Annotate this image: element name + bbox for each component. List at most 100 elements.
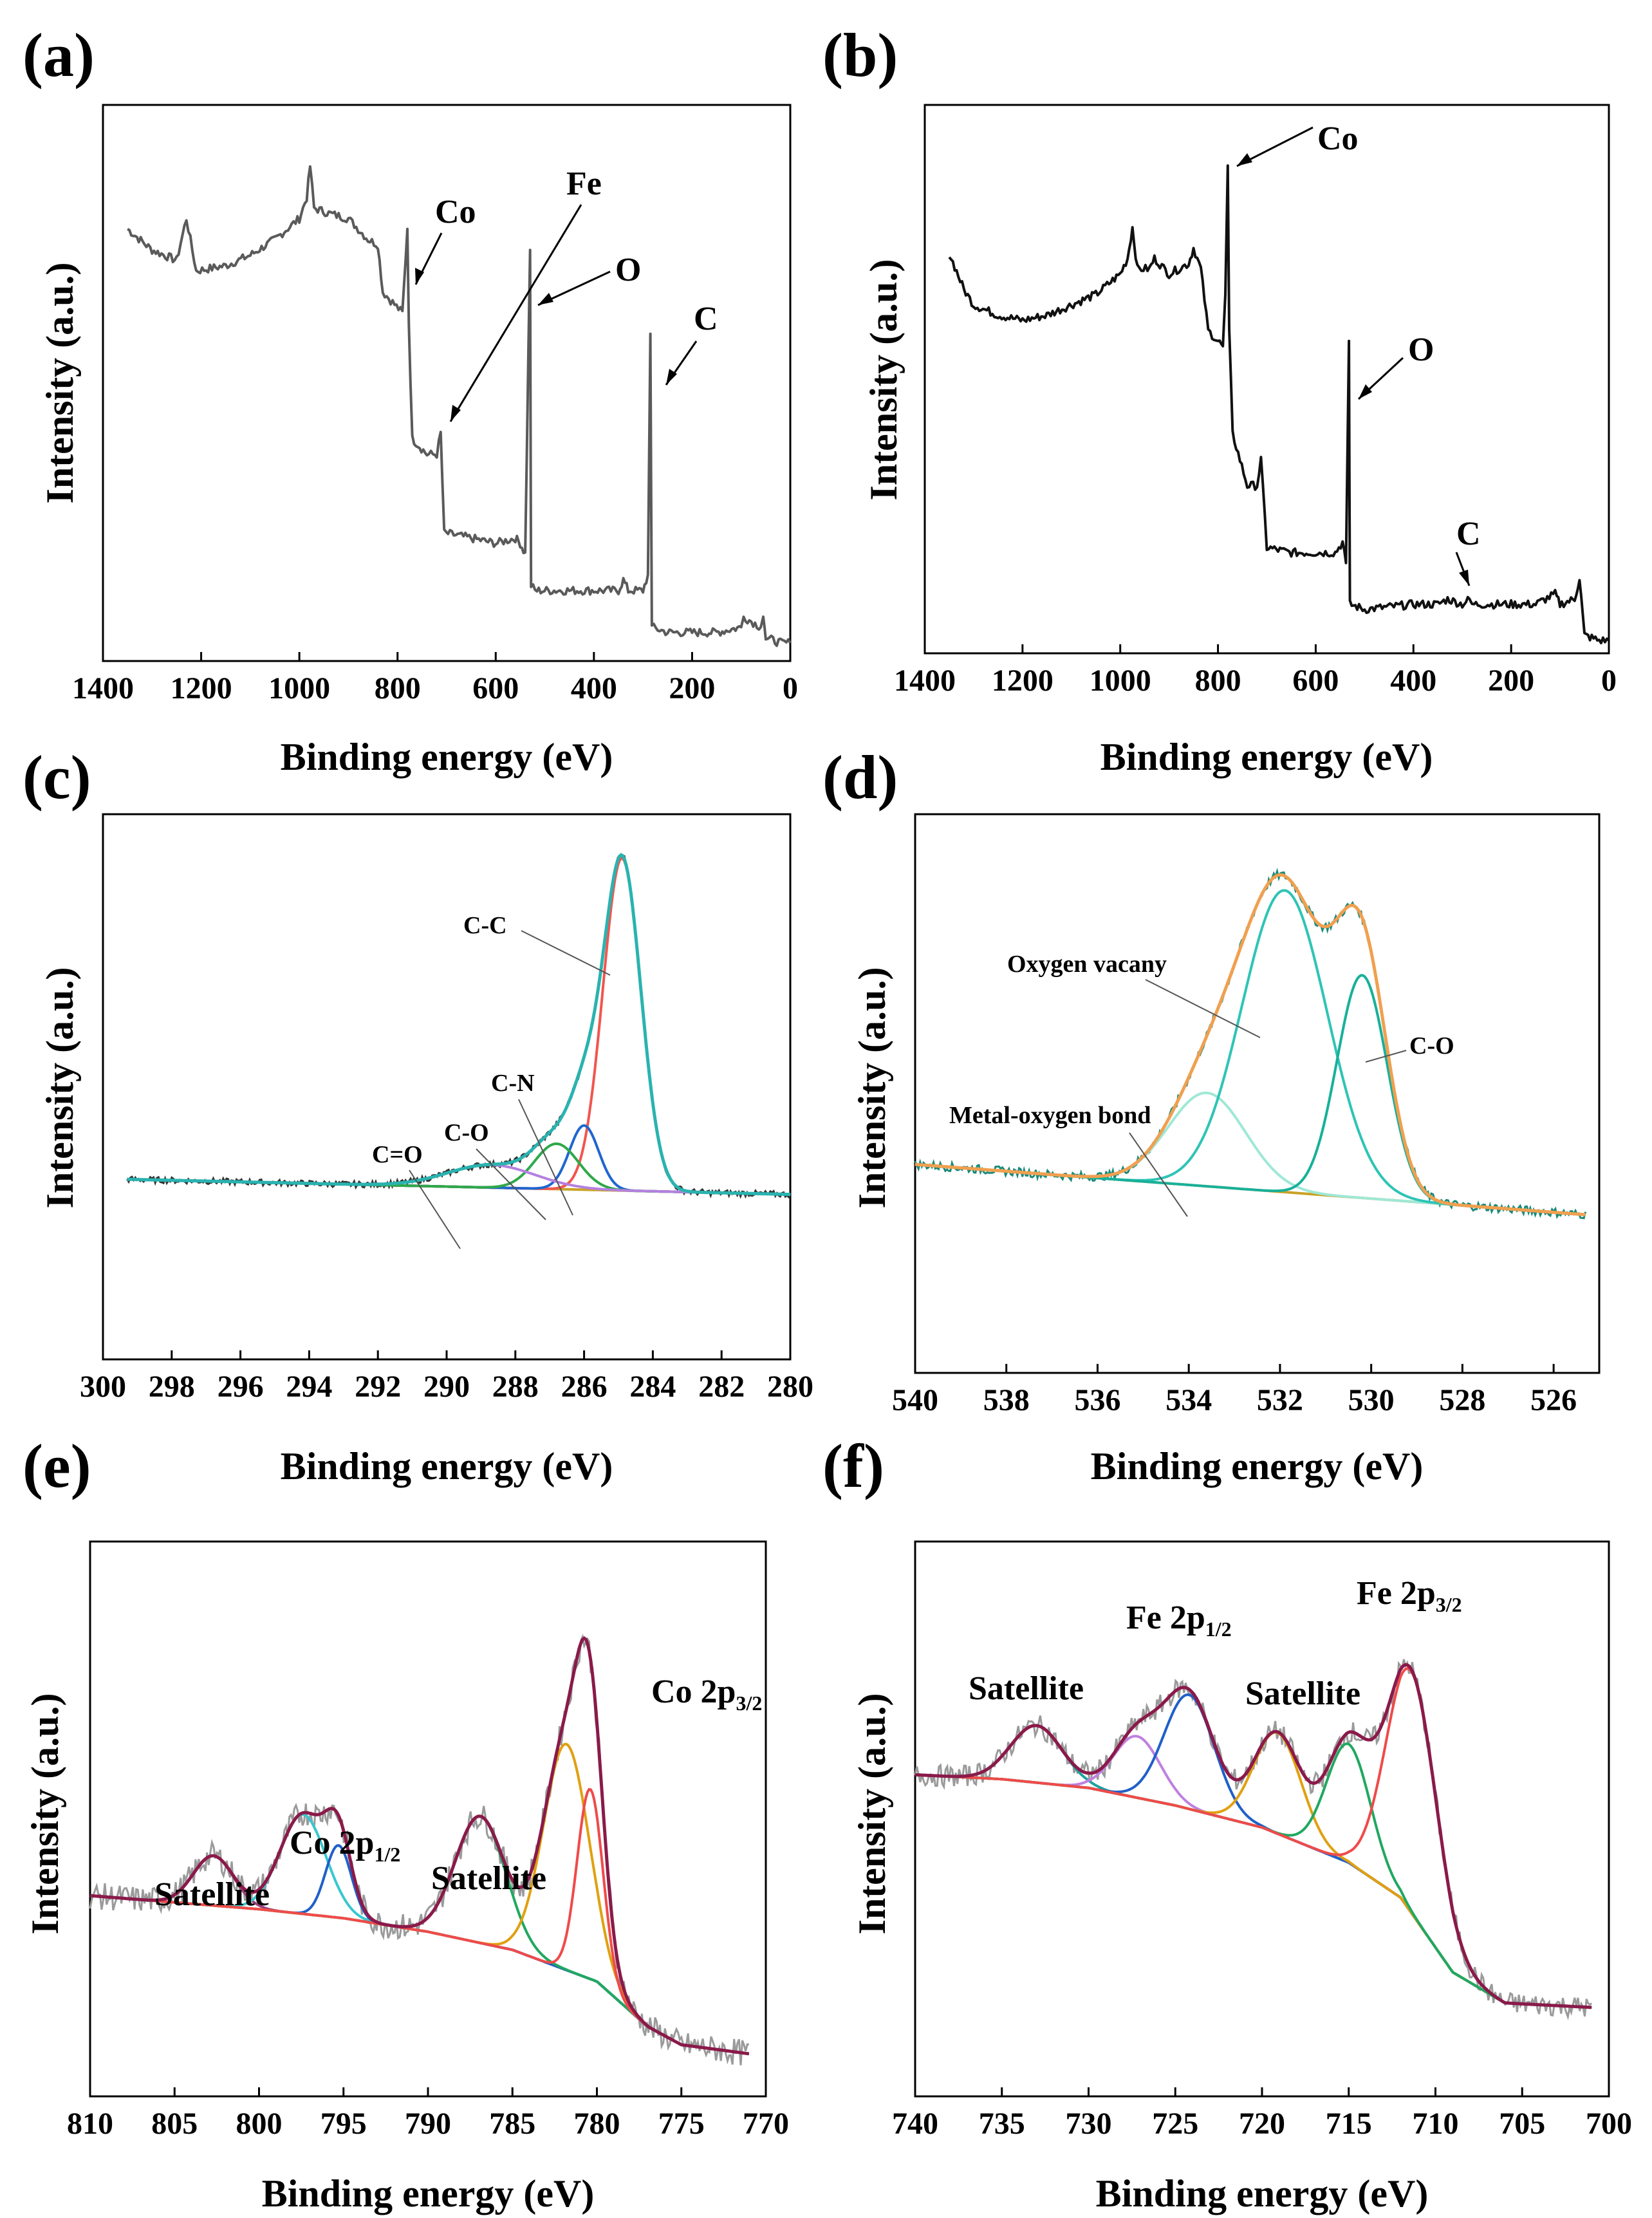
panel-label-a: (a) bbox=[23, 21, 95, 89]
panel-label-f: (f) bbox=[822, 1431, 884, 1500]
x-tick-label-c-8: 284 bbox=[629, 1370, 676, 1404]
survey-spectrum-a bbox=[127, 165, 792, 648]
x-tick-label-d-2: 536 bbox=[1074, 1383, 1120, 1417]
annotation-fe-2p-label-f: Fe 2p bbox=[1126, 1599, 1205, 1636]
fit-envelope-f bbox=[914, 1663, 1592, 2009]
x-tick-label-d-5: 530 bbox=[1348, 1383, 1395, 1417]
x-tick-label-f-2: 730 bbox=[1066, 2107, 1112, 2141]
arrowhead-c-b bbox=[1459, 570, 1469, 586]
x-tick-label-a-1: 1200 bbox=[171, 671, 232, 705]
y-axis-title-f: Intensity (a.u.) bbox=[851, 1693, 893, 1934]
x-tick-label-b-7: 0 bbox=[1601, 664, 1617, 698]
arrow-oxygen-vacancy-d bbox=[1145, 979, 1261, 1038]
x-tick-label-b-5: 400 bbox=[1390, 664, 1436, 698]
arrow-co-c bbox=[476, 1148, 546, 1220]
arrowhead-o-b bbox=[1359, 384, 1372, 399]
x-tick-label-d-7: 526 bbox=[1530, 1383, 1577, 1417]
x-axis-title-a: Binding energy (eV) bbox=[281, 736, 613, 778]
plot-frame-c bbox=[102, 813, 792, 1361]
x-tick-label-c-2: 296 bbox=[218, 1370, 264, 1404]
x-tick-label-b-0: 1400 bbox=[894, 664, 956, 698]
arrow-c-double-o-c bbox=[409, 1170, 461, 1249]
plot-frame-f bbox=[914, 1540, 1610, 2098]
y-axis-title-b: Intensity (a.u.) bbox=[862, 259, 905, 500]
y-axis-title-a: Intensity (a.u.) bbox=[39, 262, 81, 503]
annotation-fe-2p32-subscript: 3/2 bbox=[1436, 1593, 1462, 1616]
peak-f-3 bbox=[914, 1731, 1592, 2009]
annotation-fe-2p12-f: Fe 2p1/2 bbox=[1126, 1599, 1232, 1641]
annotation-satellite-2-e: Satellite bbox=[431, 1860, 546, 1897]
panel-label-c: (c) bbox=[23, 743, 91, 812]
x-tick-label-e-2: 800 bbox=[236, 2107, 283, 2141]
arrow-co-d bbox=[1365, 1050, 1407, 1063]
annotation-fe-2p32-f: Fe 2p3/2 bbox=[1357, 1575, 1462, 1616]
x-tick-label-d-0: 540 bbox=[892, 1383, 938, 1417]
x-tick-label-b-3: 800 bbox=[1195, 664, 1241, 698]
fit-envelope-d bbox=[914, 873, 1586, 1216]
panel-b: (b) 1400 1200 1000 800 600 400 200 0 Binding en… bbox=[822, 21, 1617, 778]
x-tick-label-e-5: 785 bbox=[489, 2107, 535, 2141]
annotation-c-b: C bbox=[1456, 516, 1481, 552]
annotation-o-a: O bbox=[615, 252, 641, 288]
annotation-c-double-o-c: C=O bbox=[372, 1141, 423, 1168]
x-tick-label-d-1: 538 bbox=[983, 1383, 1030, 1417]
x-tick-label-a-0: 1400 bbox=[72, 671, 134, 705]
arrow-cn-c bbox=[518, 1099, 573, 1216]
annotation-co-2p32-subscript: 3/2 bbox=[736, 1691, 762, 1715]
arrow-fe-a bbox=[449, 204, 582, 422]
x-tick-label-c-10: 280 bbox=[767, 1370, 813, 1404]
annotation-co-a: Co bbox=[435, 194, 476, 230]
fit-curves-d bbox=[914, 868, 1587, 1220]
x-axis-title-f: Binding energy (eV) bbox=[1096, 2172, 1429, 2215]
x-tick-label-e-7: 775 bbox=[658, 2107, 705, 2141]
x-tick-label-a-6: 200 bbox=[669, 671, 715, 705]
annotation-satellite-1-f: Satellite bbox=[969, 1670, 1084, 1707]
x-tick-label-e-1: 805 bbox=[151, 2107, 198, 2141]
annotation-fe-2p12-subscript: 1/2 bbox=[1205, 1617, 1232, 1641]
x-tick-label-f-5: 715 bbox=[1326, 2107, 1372, 2141]
annotation-co-2p-label-2-e: Co 2p bbox=[651, 1673, 736, 1710]
annotation-oxygen-vacancy-d: Oxygen vacany bbox=[1007, 951, 1167, 978]
x-tick-label-f-6: 710 bbox=[1413, 2107, 1459, 2141]
arrowhead-co-b bbox=[1237, 153, 1252, 166]
arrow-metal-oxygen-d bbox=[1129, 1132, 1188, 1217]
fit-curves-e bbox=[89, 1633, 750, 2065]
fit-envelope-e bbox=[89, 1636, 750, 2056]
plot-frame-d bbox=[914, 813, 1601, 1374]
x-ticks-f: 740 735 730 725 720 715 710 705 700 bbox=[892, 2087, 1632, 2141]
annotation-co-2p32-e: Co 2p3/2 bbox=[651, 1673, 762, 1715]
peak-f-1 bbox=[914, 1735, 1592, 2009]
y-axis-title-c: Intensity (a.u.) bbox=[39, 967, 81, 1208]
x-tick-label-c-1: 298 bbox=[149, 1370, 195, 1404]
x-tick-label-e-0: 810 bbox=[67, 2107, 113, 2141]
x-axis-title-e: Binding energy (eV) bbox=[262, 2172, 595, 2215]
x-tick-label-a-4: 600 bbox=[472, 671, 519, 705]
x-tick-label-d-6: 528 bbox=[1439, 1383, 1485, 1417]
annotation-fe-a: Fe bbox=[566, 165, 602, 202]
x-tick-label-e-8: 770 bbox=[743, 2107, 789, 2141]
panel-label-e: (e) bbox=[23, 1431, 91, 1500]
arrowhead-c-a bbox=[666, 369, 677, 385]
peak-d-2 bbox=[914, 974, 1586, 1216]
annotation-fe-2p-label-2-f: Fe 2p bbox=[1357, 1575, 1436, 1612]
annotation-o-b: O bbox=[1408, 331, 1434, 368]
x-tick-label-c-9: 282 bbox=[698, 1370, 745, 1404]
annotation-co-2p12-subscript: 1/2 bbox=[374, 1843, 400, 1866]
x-tick-label-f-7: 705 bbox=[1499, 2107, 1545, 2141]
panel-d: (d) 540 538 536 534 532 530 528 526 Binding ene… bbox=[822, 743, 1601, 1487]
annotation-metal-oxygen-d: Metal-oxygen bond bbox=[949, 1102, 1151, 1129]
annotation-c-a: C bbox=[694, 301, 718, 337]
x-tick-label-c-5: 290 bbox=[423, 1370, 470, 1404]
x-axis-title-c: Binding energy (eV) bbox=[281, 1445, 613, 1487]
x-tick-label-f-3: 725 bbox=[1152, 2107, 1198, 2141]
annotation-cn-c: C-N bbox=[491, 1070, 535, 1097]
fit-curves-c bbox=[126, 853, 792, 1199]
x-tick-label-c-0: 300 bbox=[80, 1370, 126, 1404]
panel-label-d: (d) bbox=[822, 743, 898, 812]
arrowhead-fe-a bbox=[450, 405, 461, 422]
plot-frame-e bbox=[89, 1540, 767, 2098]
x-tick-label-f-4: 720 bbox=[1239, 2107, 1285, 2141]
x-ticks-e: 810 805 800 795 790 785 780 775 770 bbox=[67, 2087, 789, 2141]
arrowhead-co-a bbox=[415, 268, 424, 284]
x-ticks-d: 540 538 536 534 532 530 528 526 bbox=[892, 1364, 1577, 1417]
